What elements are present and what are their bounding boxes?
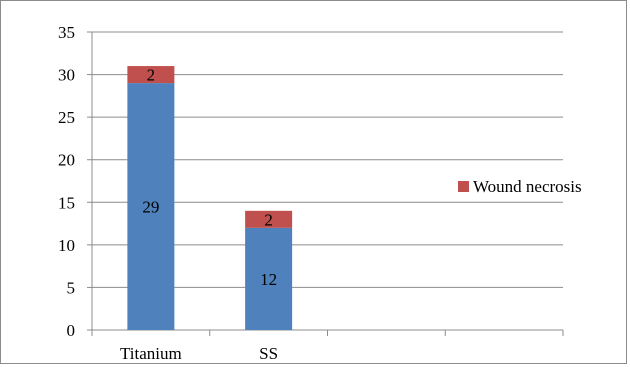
x-category-label-ss: SS xyxy=(259,344,278,363)
bar-titanium-series-0 xyxy=(127,83,175,330)
bar-titanium-series-1 xyxy=(127,66,175,84)
bar-ss-series-1 xyxy=(245,210,293,228)
data-labels: 29 2 12 2 xyxy=(142,66,277,289)
x-category-label-titanium: Titanium xyxy=(120,344,182,363)
data-label-titanium-series-1: 2 xyxy=(147,66,156,85)
data-label-ss-series-0: 12 xyxy=(260,270,277,289)
y-tick-label-10: 10 xyxy=(58,236,75,255)
legend-label-0: Wound necrosis xyxy=(473,177,582,196)
y-tick-label-0: 0 xyxy=(67,321,76,340)
bars xyxy=(127,66,293,330)
x-category-labels: Titanium SS xyxy=(120,344,278,363)
y-tick-label-20: 20 xyxy=(58,151,75,170)
y-tick-label-30: 30 xyxy=(58,66,75,85)
y-tick-labels: 0 5 10 15 20 25 30 35 xyxy=(58,23,75,340)
legend: Wound necrosis xyxy=(458,177,582,196)
data-label-ss-series-1: 2 xyxy=(264,210,273,229)
legend-swatch-0 xyxy=(458,181,469,192)
bar-ss-series-0 xyxy=(245,227,293,330)
y-tick-label-5: 5 xyxy=(67,278,76,297)
data-label-titanium-series-0: 29 xyxy=(142,198,159,217)
y-tick-label-15: 15 xyxy=(58,193,75,212)
y-tick-label-25: 25 xyxy=(58,108,75,127)
y-tick-label-35: 35 xyxy=(58,23,75,42)
